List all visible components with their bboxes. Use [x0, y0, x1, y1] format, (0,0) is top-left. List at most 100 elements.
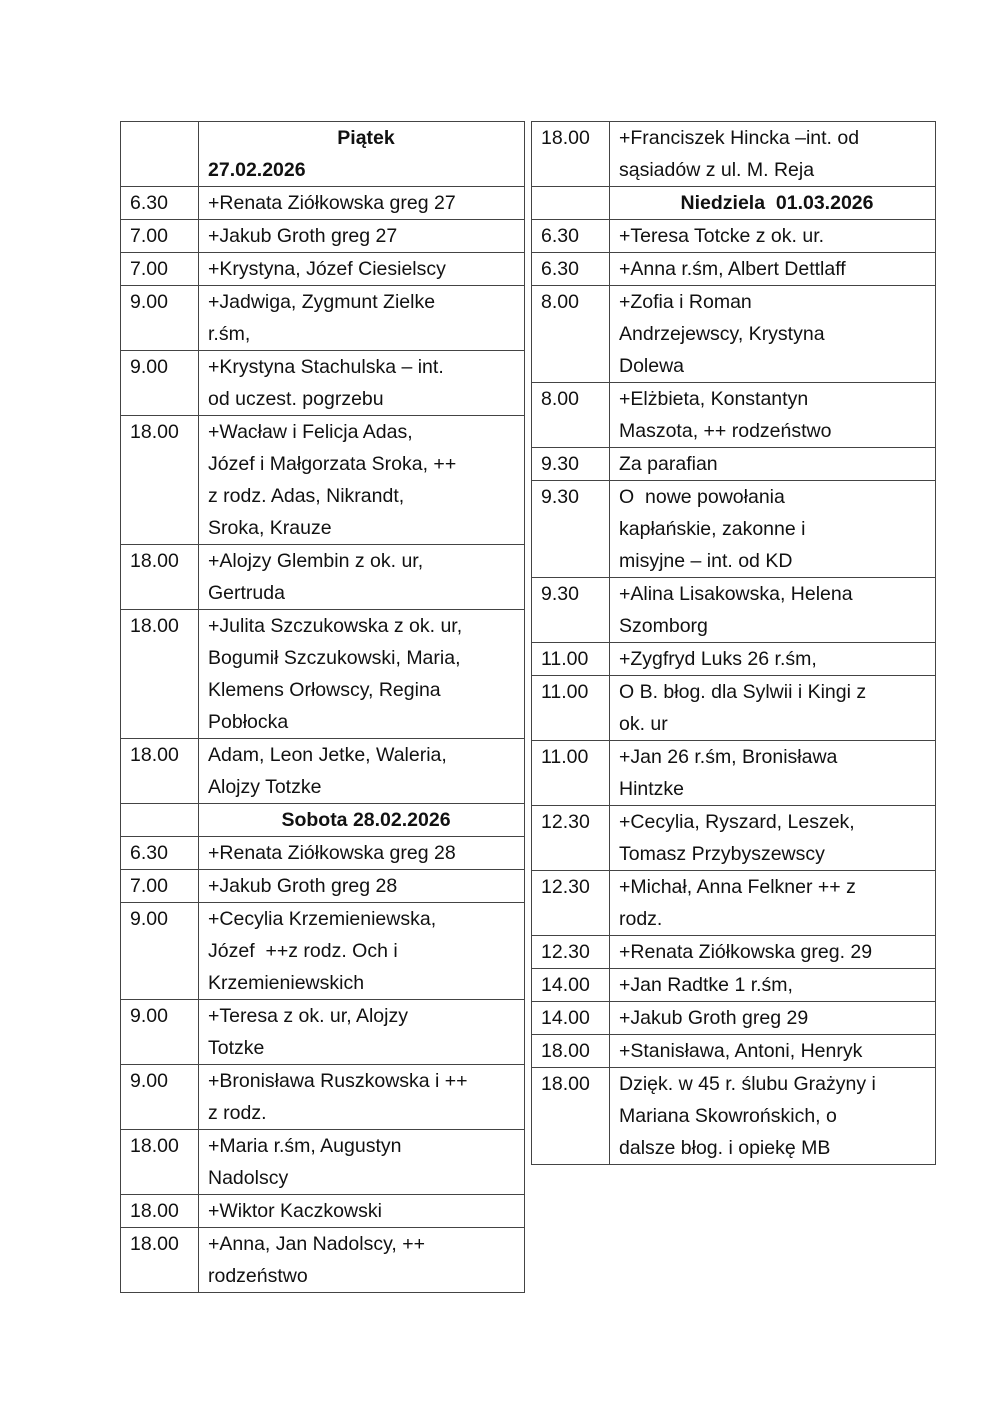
mass-time: 9.30 [531, 577, 610, 643]
mass-intention: +Jan 26 r.śm, Bronisława Hintzke [609, 740, 936, 806]
mass-row: 12.30 +Michał, Anna Felkner ++ z rodz. [531, 870, 936, 936]
mass-time: 9.30 [531, 447, 610, 481]
mass-row: 18.00 +Stanisława, Antoni, Henryk [531, 1034, 936, 1068]
mass-time: 9.00 [120, 285, 199, 351]
mass-row: 9.00 +Jadwiga, Zygmunt Zielke r.śm, [120, 285, 525, 351]
mass-intention: +Jadwiga, Zygmunt Zielke r.śm, [198, 285, 525, 351]
day-date: 27.02.2026 [208, 159, 306, 181]
mass-intention: +Wacław i Felicja Adas, Józef i Małgorza… [198, 415, 525, 545]
mass-time: 6.30 [120, 186, 199, 220]
mass-row: 11.00 +Zygfryd Luks 26 r.śm, [531, 642, 936, 676]
mass-time: 7.00 [120, 219, 199, 253]
mass-row: 9.00 +Cecylia Krzemieniewska, Józef ++z r… [120, 902, 525, 1000]
mass-intention: Dzięk. w 45 r. ślubu Grażyny i Mariana S… [609, 1067, 936, 1165]
mass-time: 12.30 [531, 870, 610, 936]
mass-time: 11.00 [531, 642, 610, 676]
mass-time: 6.30 [120, 836, 199, 870]
mass-row: 6.30 +Anna r.śm, Albert Dettlaff [531, 252, 936, 286]
mass-intention: +Julita Szczukowska z ok. ur, Bogumił Sz… [198, 609, 525, 739]
mass-row: 9.00 +Bronisława Ruszkowska i ++ z rodz. [120, 1064, 525, 1130]
mass-intention: +Anna r.śm, Albert Dettlaff [609, 252, 936, 286]
mass-row: 12.30 +Cecylia, Ryszard, Leszek, Tomasz P… [531, 805, 936, 871]
mass-intention: +Krystyna, Józef Ciesielscy [198, 252, 525, 286]
mass-intention: O nowe powołania kapłańskie, zakonne i m… [609, 480, 936, 578]
schedule-table-left: Piątek 27.02.2026 6.30 +Renata Ziółkowska g… [120, 121, 525, 1293]
mass-row: 12.30 +Renata Ziółkowska greg. 29 [531, 935, 936, 969]
mass-row: 9.00 +Krystyna Stachulska – int. od uczes… [120, 350, 525, 416]
mass-time: 18.00 [531, 121, 610, 187]
mass-row: 9.30 +Alina Lisakowska, Helena Szomborg [531, 577, 936, 643]
mass-intention: +Jakub Groth greg 29 [609, 1001, 936, 1035]
mass-row: 18.00 +Wiktor Kaczkowski [120, 1194, 525, 1228]
mass-time: 14.00 [531, 1001, 610, 1035]
mass-row: 18.00 Adam, Leon Jetke, Waleria, Alojzy T… [120, 738, 525, 804]
day-header-row: Niedziela 01.03.2026 [531, 186, 936, 220]
mass-time: 9.30 [531, 480, 610, 578]
mass-time: 18.00 [120, 415, 199, 545]
mass-row: 7.00 +Jakub Groth greg 27 [120, 219, 525, 253]
mass-row: 8.00 +Elżbieta, Konstantyn Maszota, ++ ro… [531, 382, 936, 448]
day-header: Piątek 27.02.2026 [198, 121, 525, 187]
mass-row: 18.00 +Franciszek Hincka –int. od sąsiadó… [531, 121, 936, 187]
mass-intention: +Jakub Groth greg 27 [198, 219, 525, 253]
day-header: Sobota 28.02.2026 [198, 803, 525, 837]
mass-intention: +Jan Radtke 1 r.śm, [609, 968, 936, 1002]
mass-time: 7.00 [120, 252, 199, 286]
schedule-table-right: 18.00 +Franciszek Hincka –int. od sąsiadó… [531, 121, 936, 1165]
mass-row: 11.00 O B. błog. dla Sylwii i Kingi z ok.… [531, 675, 936, 741]
mass-time: 6.30 [531, 252, 610, 286]
mass-intention: +Renata Ziółkowska greg 27 [198, 186, 525, 220]
mass-intention: +Zofia i Roman Andrzejewscy, Krystyna Do… [609, 285, 936, 383]
mass-time: 18.00 [120, 1227, 199, 1293]
mass-row: 7.00 +Krystyna, Józef Ciesielscy [120, 252, 525, 286]
mass-intention: +Cecylia Krzemieniewska, Józef ++z rodz.… [198, 902, 525, 1000]
mass-row: 11.00 +Jan 26 r.śm, Bronisława Hintzke [531, 740, 936, 806]
mass-time: 12.30 [531, 805, 610, 871]
mass-time: 9.00 [120, 1064, 199, 1130]
mass-time: 18.00 [120, 609, 199, 739]
mass-time: 8.00 [531, 382, 610, 448]
mass-row: 7.00 +Jakub Groth greg 28 [120, 869, 525, 903]
day-name: Sobota 28.02.2026 [281, 809, 451, 831]
mass-intention: +Maria r.śm, Augustyn Nadolscy [198, 1129, 525, 1195]
mass-time: 8.00 [531, 285, 610, 383]
mass-row: 9.30 Za parafian [531, 447, 936, 481]
mass-intention: +Jakub Groth greg 28 [198, 869, 525, 903]
empty-time-cell [120, 803, 199, 837]
mass-time: 9.00 [120, 902, 199, 1000]
mass-intention: +Anna, Jan Nadolscy, ++ rodzeństwo [198, 1227, 525, 1293]
mass-intention: +Michał, Anna Felkner ++ z rodz. [609, 870, 936, 936]
mass-intention: +Wiktor Kaczkowski [198, 1194, 525, 1228]
mass-time: 18.00 [120, 544, 199, 610]
mass-row: 9.00 +Teresa z ok. ur, Alojzy Totzke [120, 999, 525, 1065]
mass-time: 9.00 [120, 999, 199, 1065]
mass-time: 11.00 [531, 675, 610, 741]
mass-intention: +Teresa Totcke z ok. ur. [609, 219, 936, 253]
mass-intention: +Stanisława, Antoni, Henryk [609, 1034, 936, 1068]
mass-intention: +Teresa z ok. ur, Alojzy Totzke [198, 999, 525, 1065]
empty-time-cell [120, 121, 199, 187]
mass-time: 6.30 [531, 219, 610, 253]
mass-time: 18.00 [120, 738, 199, 804]
day-name: Piątek [337, 127, 395, 149]
mass-row: 18.00 +Anna, Jan Nadolscy, ++ rodzeństwo [120, 1227, 525, 1293]
empty-time-cell [531, 186, 610, 220]
mass-time: 11.00 [531, 740, 610, 806]
mass-intention: +Franciszek Hincka –int. od sąsiadów z u… [609, 121, 936, 187]
mass-intention: +Bronisława Ruszkowska i ++ z rodz. [198, 1064, 525, 1130]
day-header-row: Sobota 28.02.2026 [120, 803, 525, 837]
mass-row: 18.00 +Maria r.śm, Augustyn Nadolscy [120, 1129, 525, 1195]
mass-intention: +Cecylia, Ryszard, Leszek, Tomasz Przyby… [609, 805, 936, 871]
mass-intention: +Renata Ziółkowska greg. 29 [609, 935, 936, 969]
mass-time: 18.00 [531, 1067, 610, 1165]
mass-time: 18.00 [531, 1034, 610, 1068]
mass-row: 18.00 +Wacław i Felicja Adas, Józef i Mał… [120, 415, 525, 545]
mass-time: 18.00 [120, 1194, 199, 1228]
mass-intention: Za parafian [609, 447, 936, 481]
mass-intention: +Krystyna Stachulska – int. od uczest. p… [198, 350, 525, 416]
mass-time: 12.30 [531, 935, 610, 969]
day-header: Niedziela 01.03.2026 [609, 186, 936, 220]
mass-intention: +Elżbieta, Konstantyn Maszota, ++ rodzeń… [609, 382, 936, 448]
mass-time: 18.00 [120, 1129, 199, 1195]
mass-intention: +Renata Ziółkowska greg 28 [198, 836, 525, 870]
